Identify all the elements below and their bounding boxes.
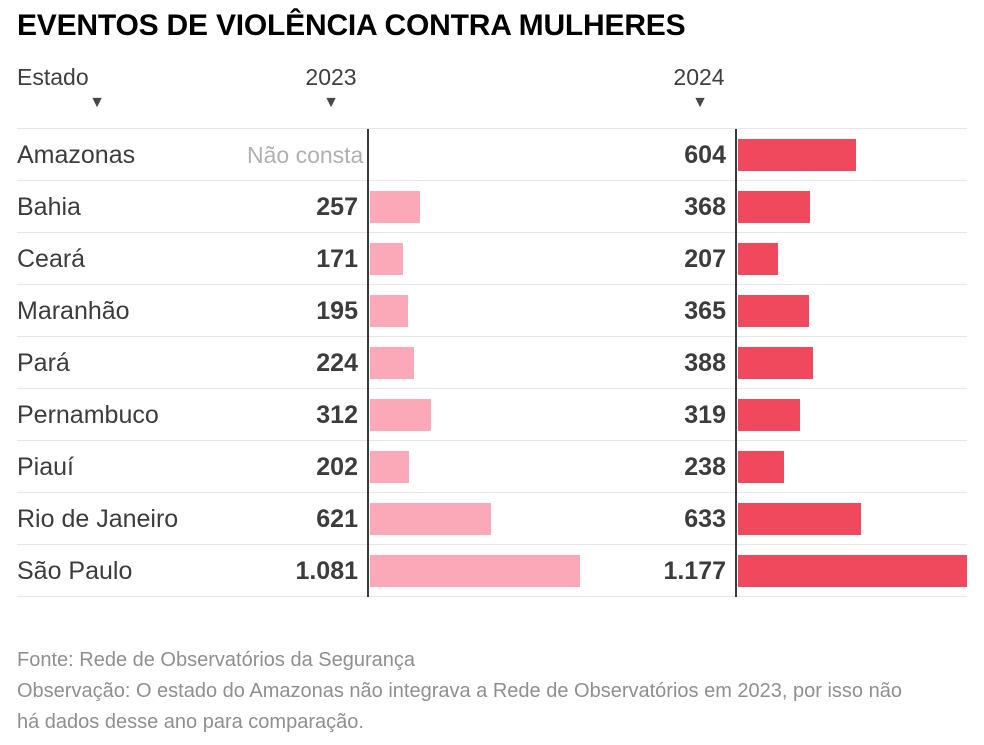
bar-2023 — [370, 503, 491, 535]
sort-desc-icon: ▼ — [692, 94, 708, 111]
bar-2023 — [370, 451, 409, 483]
bar-2023 — [370, 555, 580, 587]
bar-2024 — [738, 295, 809, 327]
state-label: Piauí — [17, 452, 74, 481]
state-label: Maranhão — [17, 296, 130, 325]
bar-2024 — [738, 555, 967, 587]
bar-cell-2024 — [736, 181, 967, 233]
bar-2024 — [738, 139, 856, 171]
state-label: Rio de Janeiro — [17, 504, 179, 533]
bar-2024 — [738, 243, 778, 275]
value-2023: 224 — [316, 348, 358, 377]
table-row: Rio de Janeiro 621 633 — [17, 493, 967, 545]
table-row: Piauí 202 238 — [17, 441, 967, 493]
footer: Fonte: Rede de Observatórios da Seguranç… — [17, 645, 967, 738]
bar-cell-2023 — [368, 545, 616, 597]
page-title: EVENTOS DE VIOLÊNCIA CONTRA MULHERES — [17, 9, 686, 42]
value-2024: 238 — [684, 452, 726, 481]
value-2024: 1.177 — [663, 556, 726, 585]
bar-cell-2024 — [736, 129, 967, 181]
table-row: São Paulo 1.081 1.177 — [17, 545, 967, 597]
bar-2023 — [370, 243, 403, 275]
value-2023: 195 — [316, 296, 358, 325]
value-2023: 621 — [316, 504, 358, 533]
bar-2024 — [738, 347, 813, 379]
bar-2023 — [370, 191, 420, 223]
source-text: Fonte: Rede de Observatórios da Seguranç… — [17, 649, 416, 671]
state-label: Pará — [17, 348, 70, 377]
value-2024: 368 — [684, 192, 726, 221]
bar-2024 — [738, 399, 800, 431]
table-row: Amazonas Não consta 604 — [17, 129, 967, 181]
state-label: São Paulo — [17, 556, 133, 585]
bar-2023 — [370, 399, 431, 431]
bar-cell-2023 — [368, 181, 616, 233]
bar-2023 — [370, 347, 414, 379]
column-header-2024: 2024 — [673, 64, 725, 90]
table-body: Amazonas Não consta 604 Bahia 257 368 Ce… — [17, 129, 967, 597]
bar-cell-2023 — [368, 337, 616, 389]
value-2023: 257 — [316, 192, 358, 221]
table-row: Maranhão 195 365 — [17, 285, 967, 337]
bar-cell-2024 — [736, 285, 967, 337]
value-2024: 207 — [684, 244, 726, 273]
value-2023: 312 — [316, 400, 358, 429]
value-2024: 388 — [684, 348, 726, 377]
bar-cell-2024 — [736, 545, 967, 597]
table-row: Pará 224 388 — [17, 337, 967, 389]
bar-cell-2024 — [736, 233, 967, 285]
sort-desc-icon: ▼ — [89, 94, 105, 111]
value-2024: 365 — [684, 296, 726, 325]
table-row: Ceará 171 207 — [17, 233, 967, 285]
bar-cell-2024 — [736, 441, 967, 493]
axis-line-2024 — [735, 129, 737, 597]
axis-line-2023 — [367, 129, 369, 597]
bar-2024 — [738, 503, 861, 535]
value-2024: 604 — [684, 140, 726, 169]
bar-2023 — [370, 295, 408, 327]
column-header-2023: 2023 — [305, 64, 357, 90]
bar-cell-2023 — [368, 285, 616, 337]
state-label: Bahia — [17, 192, 81, 221]
note-text: Observação: O estado do Amazonas não int… — [17, 680, 902, 733]
value-2023: Não consta — [247, 141, 364, 168]
bar-table: Amazonas Não consta 604 Bahia 257 368 Ce… — [17, 128, 967, 597]
state-label: Ceará — [17, 244, 86, 273]
bar-cell-2023 — [368, 129, 616, 181]
value-2023: 202 — [316, 452, 358, 481]
table-row: Bahia 257 368 — [17, 181, 967, 233]
bar-cell-2023 — [368, 389, 616, 441]
bar-cell-2023 — [368, 493, 616, 545]
column-headers: Estado 2023 2024 ▼ ▼ ▼ — [17, 64, 967, 128]
bar-cell-2023 — [368, 441, 616, 493]
bar-cell-2023 — [368, 233, 616, 285]
value-2024: 633 — [684, 504, 726, 533]
bar-2024 — [738, 191, 810, 223]
value-2024: 319 — [684, 400, 726, 429]
bar-cell-2024 — [736, 493, 967, 545]
value-2023: 171 — [316, 244, 358, 273]
state-label: Amazonas — [17, 140, 136, 169]
table-row: Pernambuco 312 319 — [17, 389, 967, 441]
sort-desc-icon: ▼ — [323, 94, 339, 111]
bar-cell-2024 — [736, 337, 967, 389]
state-label: Pernambuco — [17, 400, 159, 429]
bar-2024 — [738, 451, 784, 483]
column-header-estado: Estado — [17, 64, 89, 90]
value-2023: 1.081 — [295, 556, 358, 585]
bar-cell-2024 — [736, 389, 967, 441]
